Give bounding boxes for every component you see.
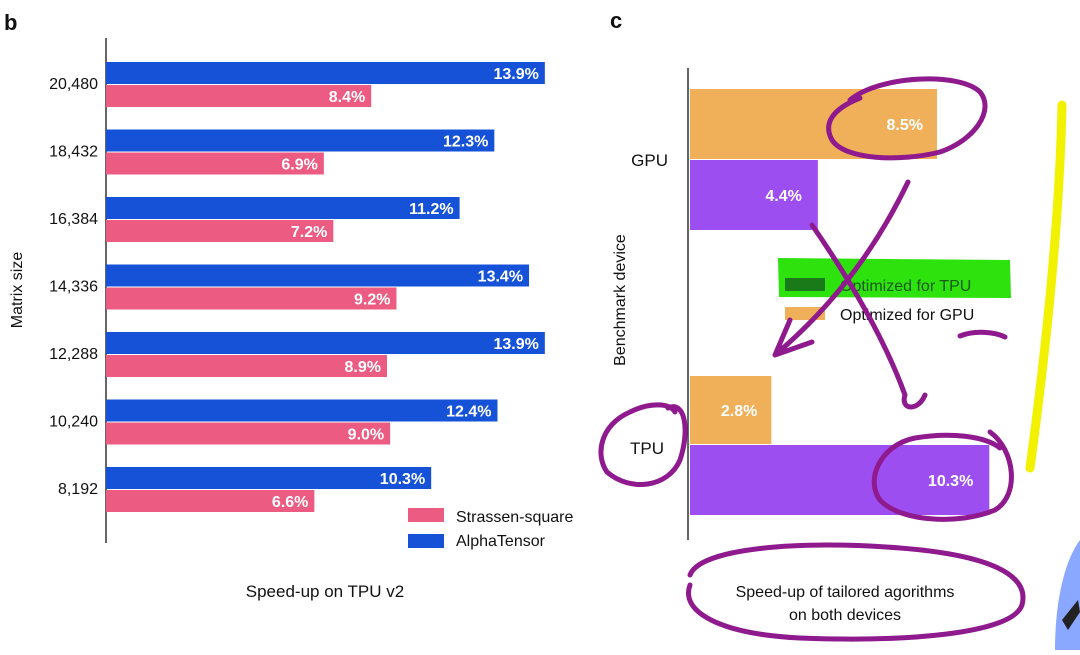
c-category-tpu: TPU xyxy=(630,439,664,458)
legend-swatch-tpu xyxy=(785,278,825,291)
ink-circle-8-5 xyxy=(826,76,988,161)
c-xlabel-line1: Speed-up of tailored agorithms xyxy=(736,584,955,601)
b-category-label: 14,336 xyxy=(49,279,98,296)
b-bar-alphatensor xyxy=(106,62,545,84)
b-bar-label-strassen: 8.9% xyxy=(345,359,381,376)
panel-label-b: b xyxy=(4,10,17,35)
b-bar-label-strassen: 9.2% xyxy=(354,292,390,309)
c-ylabel: Benchmark device xyxy=(612,234,629,366)
b-bar-label-alphatensor: 12.3% xyxy=(443,134,488,151)
ink-arrow-cross-1 xyxy=(772,179,911,358)
c-bar-gpu-optimized xyxy=(690,376,772,444)
c-bar-label-tpu-optimized: 4.4% xyxy=(765,188,801,205)
b-bars: 20,480 13.9% 8.4% 18,432 12.3% 6.9% 16,384 11.2… xyxy=(49,62,545,512)
legend-label-strassen: Strassen-square xyxy=(456,509,573,526)
b-bar-strassen xyxy=(106,220,334,242)
c-bar-label-gpu-optimized: 2.8% xyxy=(721,403,757,420)
c-bars: 8.5% 4.4% 2.8% 10.3% xyxy=(690,89,990,515)
b-bar-label-strassen: 8.4% xyxy=(329,89,365,106)
b-category-label: 20,480 xyxy=(49,76,98,93)
legend-swatch-strassen xyxy=(408,508,444,522)
b-bar-strassen xyxy=(106,85,372,107)
b-bar-strassen xyxy=(106,355,387,377)
b-bar-label-alphatensor: 12.4% xyxy=(446,404,491,421)
c-bar-gpu-optimized xyxy=(690,89,937,159)
b-bar-alphatensor xyxy=(106,399,498,422)
b-xlabel: Speed-up on TPU v2 xyxy=(246,582,404,601)
b-bar-alphatensor xyxy=(106,264,530,287)
b-category-label: 10,240 xyxy=(49,414,98,431)
b-category-label: 8,192 xyxy=(58,481,98,498)
c-category-gpu: GPU xyxy=(631,151,668,170)
b-bar-alphatensor xyxy=(106,197,460,219)
b-bar-label-strassen: 7.2% xyxy=(291,224,327,241)
b-bar-alphatensor xyxy=(106,129,495,152)
legend-swatch-alphatensor xyxy=(408,534,444,548)
b-category-label: 12,288 xyxy=(49,346,98,363)
b-bar-strassen xyxy=(106,152,324,175)
b-bar-label-alphatensor: 11.2% xyxy=(409,201,453,218)
b-bar-strassen xyxy=(106,287,397,310)
b-bar-label-strassen: 6.6% xyxy=(272,494,308,511)
corner-blob xyxy=(1055,540,1080,650)
ink-circle-tpu xyxy=(598,402,688,487)
b-bar-strassen xyxy=(106,490,315,512)
b-bar-label-alphatensor: 13.9% xyxy=(493,66,538,83)
ink-underline-gpu xyxy=(957,329,1008,340)
b-bar-alphatensor xyxy=(106,332,545,354)
ink-circle-10-3 xyxy=(871,429,1014,522)
b-bar-label-alphatensor: 13.4% xyxy=(478,269,523,286)
legend-label-tpu: Optimized for TPU xyxy=(840,278,971,295)
green-highlight xyxy=(778,258,1011,298)
b-bar-strassen xyxy=(106,422,391,445)
c-bar-label-tpu-optimized: 10.3% xyxy=(928,473,973,490)
b-ylabel: Matrix size xyxy=(9,252,26,329)
corner-dark-shape xyxy=(1062,600,1080,630)
c-bar-tpu-optimized xyxy=(690,445,990,515)
yellow-highlight-stroke xyxy=(1025,100,1067,473)
b-bar-label-alphatensor: 10.3% xyxy=(380,471,425,488)
b-bar-label-alphatensor: 13.9% xyxy=(493,336,538,353)
ink-circle-caption xyxy=(686,542,1026,642)
c-bar-tpu-optimized xyxy=(690,160,818,230)
legend-label-alphatensor: AlphaTensor xyxy=(456,533,546,550)
b-bar-label-strassen: 9.0% xyxy=(348,427,384,444)
b-category-label: 18,432 xyxy=(49,144,98,161)
b-category-label: 16,384 xyxy=(49,211,98,228)
panel-label-c: c xyxy=(610,8,622,33)
b-bar-alphatensor xyxy=(106,467,432,489)
c-xlabel-line2: on both devices xyxy=(789,607,901,624)
ink-annotations xyxy=(598,76,1026,642)
c-bar-label-gpu-optimized: 8.5% xyxy=(887,117,923,134)
b-bar-label-strassen: 6.9% xyxy=(281,157,317,174)
legend-label-gpu: Optimized for GPU xyxy=(840,307,974,324)
ink-arrow-cross-2 xyxy=(809,222,928,410)
